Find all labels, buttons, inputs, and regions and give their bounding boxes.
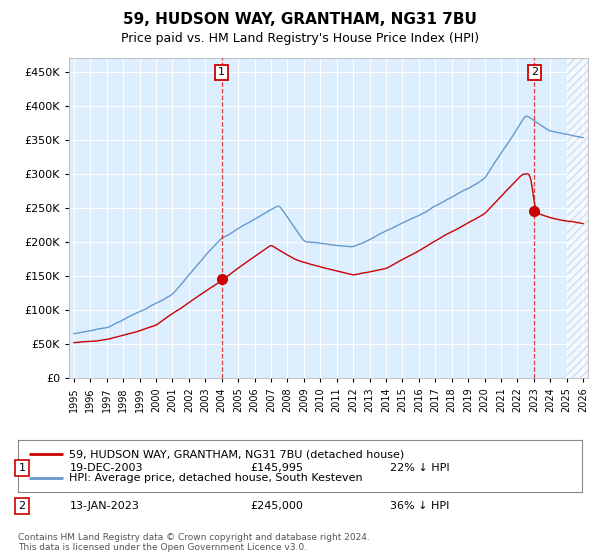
Text: 22% ↓ HPI: 22% ↓ HPI — [390, 463, 449, 473]
Text: Price paid vs. HM Land Registry's House Price Index (HPI): Price paid vs. HM Land Registry's House … — [121, 32, 479, 45]
Text: 1: 1 — [218, 67, 225, 77]
Text: 59, HUDSON WAY, GRANTHAM, NG31 7BU (detached house): 59, HUDSON WAY, GRANTHAM, NG31 7BU (deta… — [69, 449, 404, 459]
Text: £145,995: £145,995 — [250, 463, 303, 473]
Text: 2: 2 — [531, 67, 538, 77]
Text: 59, HUDSON WAY, GRANTHAM, NG31 7BU: 59, HUDSON WAY, GRANTHAM, NG31 7BU — [123, 12, 477, 27]
Bar — [566, 58, 588, 378]
Text: Contains HM Land Registry data © Crown copyright and database right 2024.
This d: Contains HM Land Registry data © Crown c… — [18, 533, 370, 552]
Text: 36% ↓ HPI: 36% ↓ HPI — [390, 501, 449, 511]
Text: 19-DEC-2003: 19-DEC-2003 — [70, 463, 143, 473]
Text: HPI: Average price, detached house, South Kesteven: HPI: Average price, detached house, Sout… — [69, 473, 362, 483]
Text: 1: 1 — [19, 463, 25, 473]
Text: £245,000: £245,000 — [250, 501, 303, 511]
Text: 13-JAN-2023: 13-JAN-2023 — [70, 501, 140, 511]
Text: 2: 2 — [19, 501, 26, 511]
